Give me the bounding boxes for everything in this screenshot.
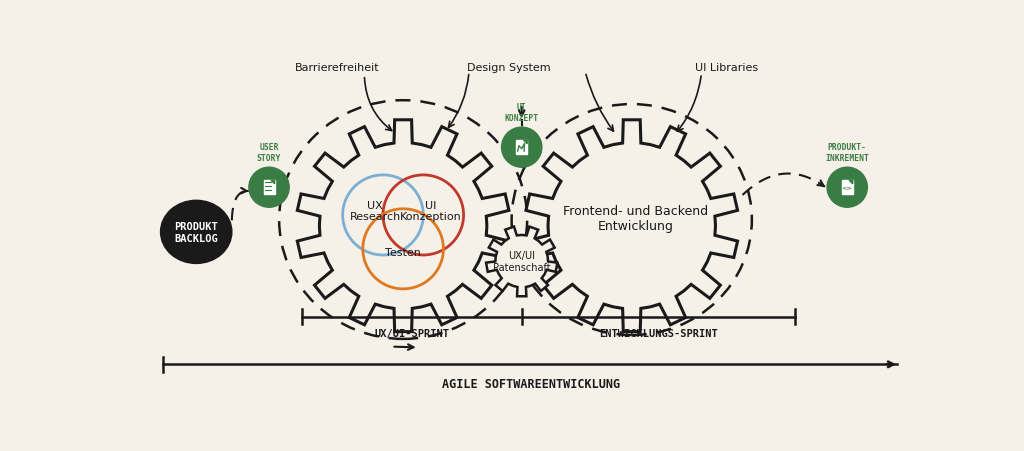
Polygon shape xyxy=(486,227,557,297)
Text: PRODUKT-
INKREMENT: PRODUKT- INKREMENT xyxy=(825,143,869,162)
Bar xyxy=(842,181,853,195)
Text: UX/UI
Patenschaft: UX/UI Patenschaft xyxy=(493,251,551,272)
Text: USER
STORY: USER STORY xyxy=(257,143,282,162)
Text: <>: <> xyxy=(842,186,853,191)
Bar xyxy=(516,141,527,155)
Polygon shape xyxy=(526,120,737,332)
Bar xyxy=(263,181,274,195)
Circle shape xyxy=(827,168,867,208)
Polygon shape xyxy=(849,181,853,184)
Circle shape xyxy=(249,168,289,208)
Text: Barrierefreiheit: Barrierefreiheit xyxy=(295,63,379,73)
Text: Testen: Testen xyxy=(385,247,421,258)
Text: UI
Konzeption: UI Konzeption xyxy=(400,200,462,221)
Text: AGILE SOFTWAREENTWICKLUNG: AGILE SOFTWAREENTWICKLUNG xyxy=(442,377,621,390)
Circle shape xyxy=(502,128,542,168)
Text: UI
KONZEPT: UI KONZEPT xyxy=(505,103,539,123)
Text: Design System: Design System xyxy=(467,63,551,73)
Text: UI Libraries: UI Libraries xyxy=(695,63,759,73)
Text: UX
Research: UX Research xyxy=(349,200,400,221)
Text: Frontend- und Backend
Entwicklung: Frontend- und Backend Entwicklung xyxy=(563,205,709,233)
Polygon shape xyxy=(523,141,527,144)
Ellipse shape xyxy=(161,201,231,264)
Polygon shape xyxy=(297,120,509,332)
Polygon shape xyxy=(271,181,274,184)
Text: UX/UI-SPRINT: UX/UI-SPRINT xyxy=(375,328,450,338)
Text: ENTWICKLUNGS-SPRINT: ENTWICKLUNGS-SPRINT xyxy=(599,328,718,338)
Text: PRODUKT
BACKLOG: PRODUKT BACKLOG xyxy=(174,221,218,243)
